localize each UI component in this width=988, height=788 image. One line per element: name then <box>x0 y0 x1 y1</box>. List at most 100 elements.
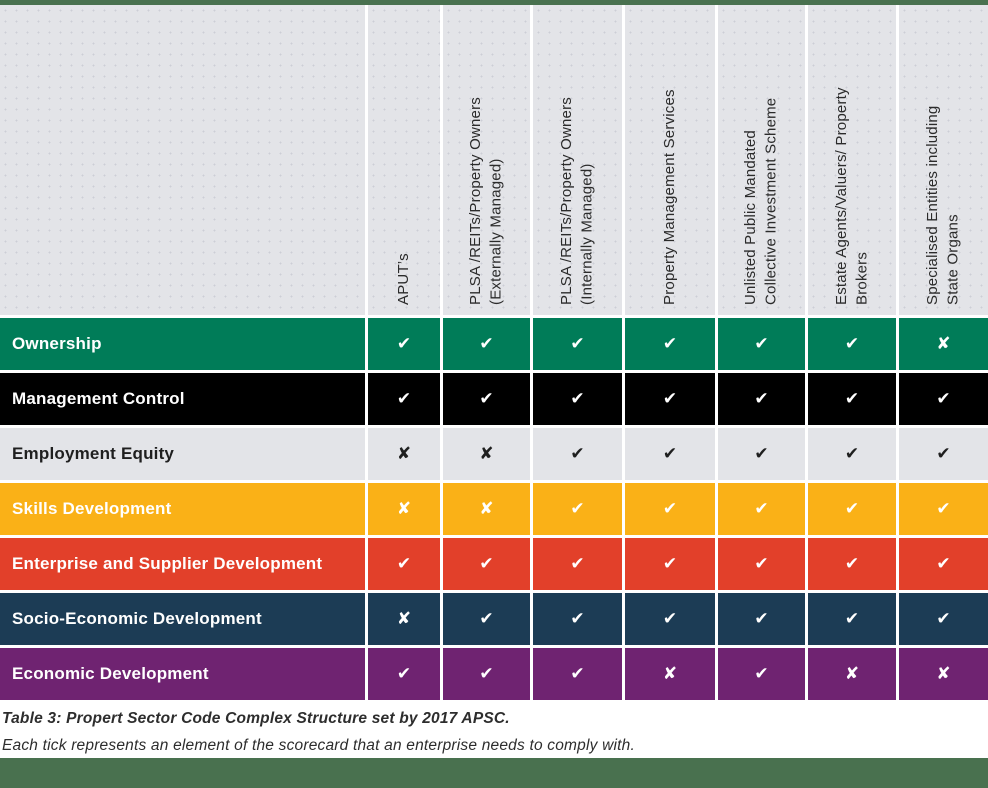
check-icon: ✔ <box>662 499 678 518</box>
table-cell: ✔ <box>718 318 805 370</box>
check-icon: ✔ <box>844 334 860 353</box>
column-header: PLSA /REITs/Property Owners (Externally … <box>443 5 530 315</box>
table-cell: ✔ <box>718 428 805 480</box>
table-cell: ✔ <box>368 648 440 700</box>
column-header-label: Estate Agents/Valuers/ Property Brokers <box>832 87 870 305</box>
check-icon: ✔ <box>754 554 769 573</box>
table-cell: ✔ <box>533 318 622 370</box>
table-caption: Table 3: Propert Sector Code Complex Str… <box>0 700 988 758</box>
check-icon: ✔ <box>936 499 951 518</box>
check-icon: ✔ <box>570 389 585 408</box>
table-cell: ✔ <box>718 483 805 535</box>
cross-icon: ✘ <box>936 334 951 353</box>
table-cell: ✔ <box>533 648 622 700</box>
table-cell: ✘ <box>368 593 440 645</box>
column-header-label: Unlisted Public Mandated Collective Inve… <box>742 97 780 305</box>
table-cell: ✔ <box>443 373 530 425</box>
cross-icon: ✘ <box>396 609 412 628</box>
table-cell: ✘ <box>443 483 530 535</box>
table-cell: ✘ <box>368 483 440 535</box>
check-icon: ✔ <box>570 664 585 683</box>
check-icon: ✔ <box>396 389 412 408</box>
cross-icon: ✘ <box>936 664 951 683</box>
check-icon: ✔ <box>936 444 951 463</box>
check-icon: ✔ <box>754 664 769 683</box>
table-cell: ✔ <box>443 593 530 645</box>
cross-icon: ✘ <box>396 444 412 463</box>
header-corner-cell <box>0 5 365 315</box>
row-label: Socio-Economic Development <box>0 593 365 645</box>
row-label: Skills Development <box>0 483 365 535</box>
table-cell: ✘ <box>368 428 440 480</box>
row-label: Management Control <box>0 373 365 425</box>
column-header: Specialised Entities including State Org… <box>899 5 988 315</box>
table-cell: ✔ <box>368 538 440 590</box>
column-header: Unlisted Public Mandated Collective Inve… <box>718 5 805 315</box>
check-icon: ✔ <box>570 554 585 573</box>
table-row: Employment Equity ✘ ✘ ✔ ✔ ✔ ✔ ✔ <box>0 428 988 480</box>
cross-icon: ✘ <box>479 444 494 463</box>
check-icon: ✔ <box>936 554 951 573</box>
check-icon: ✔ <box>662 444 678 463</box>
table-cell: ✔ <box>443 648 530 700</box>
row-label: Ownership <box>0 318 365 370</box>
table-cell: ✔ <box>625 538 715 590</box>
check-icon: ✔ <box>754 444 769 463</box>
check-icon: ✔ <box>844 389 860 408</box>
table-cell: ✘ <box>899 648 988 700</box>
scorecard-table: APUT’s PLSA /REITs/Property Owners (Exter… <box>0 5 988 700</box>
check-icon: ✔ <box>570 609 585 628</box>
cross-icon: ✘ <box>396 499 412 518</box>
check-icon: ✔ <box>570 499 585 518</box>
table-cell: ✔ <box>808 373 896 425</box>
row-label: Enterprise and Supplier Development <box>0 538 365 590</box>
bottom-accent-bar <box>0 758 988 788</box>
check-icon: ✔ <box>570 444 585 463</box>
table-header-row: APUT’s PLSA /REITs/Property Owners (Exter… <box>0 5 988 315</box>
check-icon: ✔ <box>844 444 860 463</box>
column-header-label: Specialised Entities including State Org… <box>924 105 962 305</box>
check-icon: ✔ <box>479 334 494 353</box>
column-header: Estate Agents/Valuers/ Property Brokers <box>808 5 896 315</box>
table-cell: ✔ <box>899 373 988 425</box>
check-icon: ✔ <box>479 554 494 573</box>
check-icon: ✔ <box>844 609 860 628</box>
table-cell: ✔ <box>899 428 988 480</box>
table-cell: ✔ <box>625 593 715 645</box>
table-cell: ✔ <box>718 593 805 645</box>
table-cell: ✔ <box>368 318 440 370</box>
check-icon: ✔ <box>396 554 412 573</box>
table-row: Economic Development ✔ ✔ ✔ ✘ ✔ ✘ ✘ <box>0 648 988 700</box>
check-icon: ✔ <box>936 389 951 408</box>
check-icon: ✔ <box>844 499 860 518</box>
row-label: Economic Development <box>0 648 365 700</box>
check-icon: ✔ <box>754 334 769 353</box>
table-cell: ✔ <box>533 373 622 425</box>
column-header-label: PLSA /REITs/Property Owners (Internally … <box>558 97 596 305</box>
table-cell: ✘ <box>899 318 988 370</box>
check-icon: ✔ <box>662 554 678 573</box>
table-cell: ✔ <box>718 648 805 700</box>
table-cell: ✔ <box>443 538 530 590</box>
check-icon: ✔ <box>936 609 951 628</box>
column-header: Property Management Services <box>625 5 715 315</box>
column-header-label: PLSA /REITs/Property Owners (Externally … <box>467 97 505 305</box>
table-row: Management Control ✔ ✔ ✔ ✔ ✔ ✔ ✔ <box>0 373 988 425</box>
column-header-label: Property Management Services <box>660 89 678 305</box>
check-icon: ✔ <box>570 334 585 353</box>
check-icon: ✔ <box>479 664 494 683</box>
check-icon: ✔ <box>479 609 494 628</box>
table-cell: ✔ <box>625 483 715 535</box>
check-icon: ✔ <box>754 499 769 518</box>
table-cell: ✘ <box>443 428 530 480</box>
check-icon: ✔ <box>396 334 412 353</box>
table-row: Ownership ✔ ✔ ✔ ✔ ✔ ✔ ✘ <box>0 318 988 370</box>
column-header-label: APUT’s <box>394 253 412 305</box>
table-cell: ✔ <box>808 318 896 370</box>
table-cell: ✔ <box>443 318 530 370</box>
table-cell: ✔ <box>533 593 622 645</box>
table-row: Socio-Economic Development ✘ ✔ ✔ ✔ ✔ ✔ ✔ <box>0 593 988 645</box>
table-cell: ✔ <box>718 538 805 590</box>
table-cell: ✘ <box>808 648 896 700</box>
table-cell: ✘ <box>625 648 715 700</box>
